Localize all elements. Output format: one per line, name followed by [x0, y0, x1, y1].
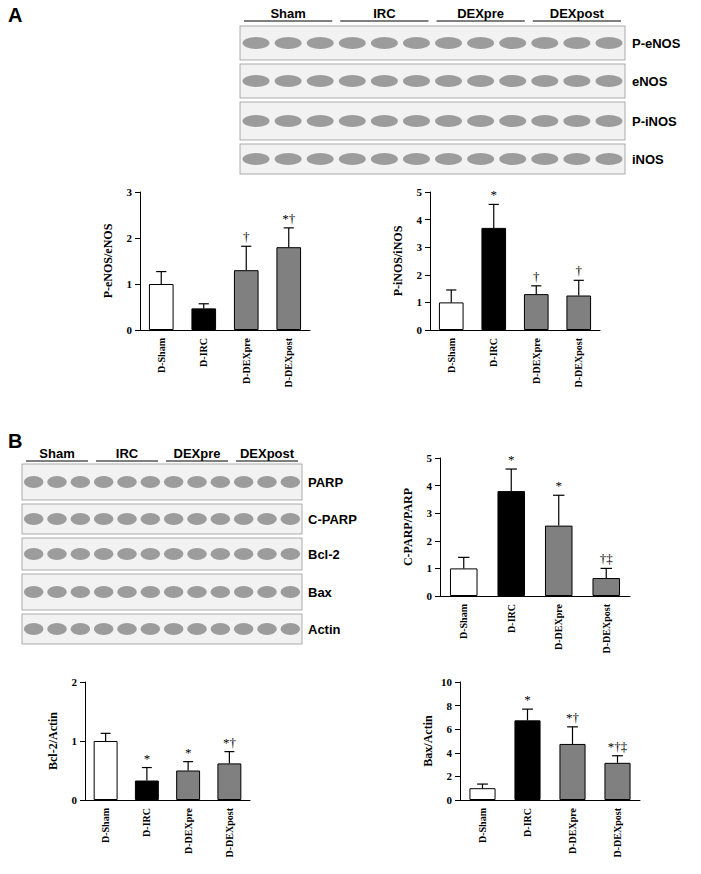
svg-text:8: 8 — [447, 700, 453, 712]
svg-text:D-Sham: D-Sham — [100, 807, 111, 843]
svg-text:*: * — [556, 478, 563, 493]
svg-text:Sham: Sham — [270, 6, 305, 21]
svg-text:D-IRC: D-IRC — [198, 338, 209, 367]
svg-text:0: 0 — [417, 324, 423, 336]
svg-text:*†‡: *†‡ — [608, 739, 628, 754]
svg-text:2: 2 — [427, 535, 433, 547]
svg-text:P-eNOS/eNOS: P-eNOS/eNOS — [101, 223, 115, 298]
svg-text:P-iNOS: P-iNOS — [632, 114, 677, 129]
svg-text:3: 3 — [427, 507, 433, 519]
svg-text:1: 1 — [72, 735, 78, 747]
svg-text:*†: *† — [223, 735, 237, 750]
svg-text:D-DEXpost: D-DEXpost — [224, 807, 235, 857]
svg-text:*: * — [144, 751, 151, 766]
svg-text:D-IRC: D-IRC — [522, 808, 533, 837]
svg-text:D-DEXpost: D-DEXpost — [612, 807, 623, 857]
svg-text:IRC: IRC — [116, 446, 139, 461]
svg-text:†‡: †‡ — [600, 551, 614, 566]
svg-text:DEXpost: DEXpost — [550, 6, 605, 21]
svg-text:P-iNOS/iNOS: P-iNOS/iNOS — [391, 225, 405, 296]
svg-text:PARP: PARP — [308, 475, 343, 490]
svg-text:B: B — [8, 430, 22, 452]
svg-text:DEXpre: DEXpre — [174, 446, 221, 461]
svg-text:†: † — [243, 229, 250, 244]
svg-text:D-IRC: D-IRC — [141, 808, 152, 837]
svg-text:P-eNOS: P-eNOS — [632, 36, 681, 51]
svg-text:1: 1 — [427, 562, 433, 574]
svg-text:4: 4 — [447, 747, 453, 759]
svg-text:A: A — [8, 4, 22, 26]
svg-text:C-PARP/PARP: C-PARP/PARP — [401, 488, 415, 566]
svg-text:Sham: Sham — [39, 446, 74, 461]
svg-text:D-IRC: D-IRC — [488, 338, 499, 367]
svg-text:*: * — [508, 452, 515, 467]
svg-text:†: † — [533, 269, 540, 284]
svg-text:2: 2 — [72, 676, 78, 688]
svg-text:IRC: IRC — [373, 6, 396, 21]
svg-text:0: 0 — [447, 794, 453, 806]
svg-text:3: 3 — [127, 186, 133, 198]
svg-text:3: 3 — [417, 241, 423, 253]
svg-text:4: 4 — [417, 214, 423, 226]
svg-text:*†: *† — [566, 710, 580, 725]
svg-text:Actin: Actin — [308, 622, 341, 637]
svg-text:4: 4 — [427, 480, 433, 492]
svg-text:†: † — [576, 263, 583, 278]
svg-text:D-DEXpre: D-DEXpre — [183, 807, 194, 853]
svg-text:*: * — [524, 692, 531, 707]
svg-text:D-Sham: D-Sham — [477, 807, 488, 843]
svg-text:2: 2 — [447, 770, 453, 782]
svg-text:1: 1 — [127, 278, 133, 290]
svg-text:Bcl-2: Bcl-2 — [308, 547, 340, 562]
svg-text:eNOS: eNOS — [632, 74, 668, 89]
svg-text:DEXpost: DEXpost — [240, 446, 295, 461]
svg-text:2: 2 — [417, 269, 423, 281]
svg-text:*: * — [491, 187, 498, 202]
svg-text:*: * — [185, 745, 192, 760]
svg-text:D-DEXpre: D-DEXpre — [531, 337, 542, 383]
svg-text:D-DEXpost: D-DEXpost — [601, 603, 612, 653]
svg-text:DEXpre: DEXpre — [457, 6, 504, 21]
svg-text:D-Sham: D-Sham — [458, 603, 469, 639]
svg-text:C-PARP: C-PARP — [308, 512, 357, 527]
svg-text:D-Sham: D-Sham — [156, 337, 167, 373]
svg-text:D-DEXpre: D-DEXpre — [553, 603, 564, 649]
svg-text:D-IRC: D-IRC — [506, 604, 517, 633]
svg-text:D-Sham: D-Sham — [446, 337, 457, 373]
svg-text:D-DEXpost: D-DEXpost — [573, 337, 584, 387]
svg-text:Bcl-2/Actin: Bcl-2/Actin — [46, 712, 60, 770]
svg-text:D-DEXpre: D-DEXpre — [241, 337, 252, 383]
svg-text:*†: *† — [282, 211, 296, 226]
svg-text:0: 0 — [127, 324, 133, 336]
svg-text:2: 2 — [127, 232, 133, 244]
svg-text:D-DEXpre: D-DEXpre — [567, 807, 578, 853]
svg-text:5: 5 — [427, 452, 433, 464]
svg-text:6: 6 — [447, 723, 453, 735]
svg-text:5: 5 — [417, 186, 423, 198]
svg-text:1: 1 — [417, 296, 423, 308]
svg-text:Bax: Bax — [308, 585, 333, 600]
svg-text:0: 0 — [427, 590, 433, 602]
svg-text:10: 10 — [441, 676, 453, 688]
svg-text:D-DEXpost: D-DEXpost — [283, 337, 294, 387]
svg-text:Bax/Actin: Bax/Actin — [421, 715, 435, 767]
svg-text:0: 0 — [72, 794, 78, 806]
svg-text:iNOS: iNOS — [632, 152, 664, 167]
